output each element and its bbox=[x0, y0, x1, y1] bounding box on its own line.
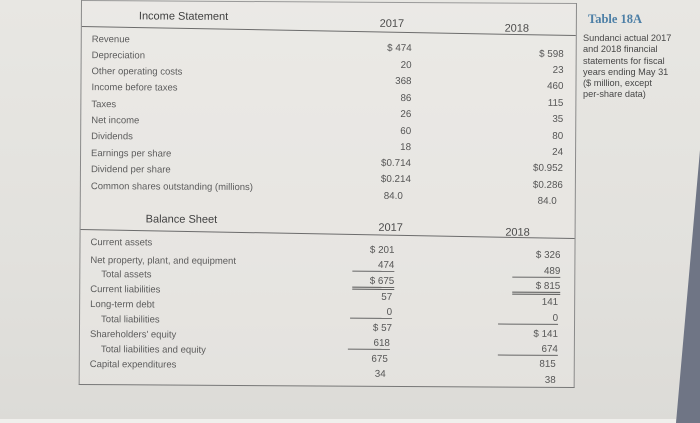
income-2018-other-costs: 460 bbox=[547, 80, 564, 92]
income-2018-net-income: 80 bbox=[552, 130, 564, 142]
balance-2018-long-term-debt: 0 bbox=[498, 312, 559, 325]
balance-2018-total-liabilities-equity: 815 bbox=[539, 358, 556, 370]
row-label-current-liabilities: Current liabilities bbox=[90, 284, 161, 296]
income-2018-shares: 84.0 bbox=[537, 195, 557, 207]
income-2017-revenue: $ 474 bbox=[387, 42, 412, 55]
row-label-income-before-taxes: Income before taxes bbox=[91, 82, 178, 94]
balance-2017-total-liabilities: $ 57 bbox=[372, 322, 393, 334]
balance-2017-net-ppe: 474 bbox=[352, 259, 395, 272]
caption-line: statements for fiscal bbox=[583, 55, 665, 66]
row-label-shares-outstanding: Common shares outstanding (millions) bbox=[90, 181, 253, 194]
row-label-taxes: Taxes bbox=[91, 99, 117, 111]
income-2017-net-income: 60 bbox=[400, 125, 412, 138]
income-2017-shares: 84.0 bbox=[383, 190, 403, 202]
row-label-total-liabilities-equity: Total liabilities and equity bbox=[100, 344, 206, 356]
caption-line: ($ million, except bbox=[583, 78, 652, 89]
row-label-depreciation: Depreciation bbox=[91, 50, 146, 62]
row-label-dividends: Dividends bbox=[91, 131, 133, 143]
income-2018-dps: $0.286 bbox=[532, 179, 563, 191]
balance-2018-net-ppe: 489 bbox=[512, 265, 561, 278]
row-label-eps: Earnings per share bbox=[91, 148, 172, 160]
row-label-long-term-debt: Long-term debt bbox=[90, 299, 155, 311]
financial-table: Income Statement 2017 20 18 Revenue Depre… bbox=[78, 0, 577, 389]
income-2017-dividends: 18 bbox=[400, 141, 412, 154]
row-label-shareholders-equity: Shareholders' equity bbox=[89, 329, 177, 341]
income-2017-taxes: 26 bbox=[400, 108, 412, 121]
row-label-other-operating-costs: Other operating costs bbox=[91, 66, 183, 78]
balance-2018-current-assets: $ 326 bbox=[535, 249, 561, 261]
row-label-capital-expenditures: Capital expenditures bbox=[89, 359, 177, 371]
row-label-current-assets: Current assets bbox=[90, 237, 153, 249]
table-caption: Table 18A Sundanci actual 2017 and 2018 … bbox=[583, 12, 700, 101]
income-statement-title: Income Statement bbox=[138, 10, 229, 23]
row-label-revenue: Revenue bbox=[91, 34, 130, 46]
income-2018-income-before-taxes: 115 bbox=[547, 97, 564, 109]
income-2018-eps: $0.952 bbox=[532, 162, 564, 174]
caption-line: and 2018 financial bbox=[583, 44, 658, 55]
table-description: Sundanci actual 2017 and 2018 financial … bbox=[583, 33, 700, 101]
balance-sheet-title: Balance Sheet bbox=[145, 213, 218, 226]
income-2017-income-before-taxes: 86 bbox=[400, 92, 412, 105]
caption-line: years ending May 31 bbox=[583, 66, 669, 77]
balance-2017-total-liabilities-equity: 675 bbox=[371, 353, 388, 365]
income-2018-depreciation: 23 bbox=[552, 64, 564, 76]
income-year-2017: 2017 bbox=[379, 17, 405, 30]
balance-2018-current-liabilities: 141 bbox=[541, 296, 559, 308]
balance-2018-total-assets: $ 815 bbox=[512, 280, 561, 295]
balance-year-2017: 2017 bbox=[378, 221, 403, 234]
row-label-total-liabilities: Total liabilities bbox=[101, 314, 160, 326]
balance-2017-total-assets: $ 675 bbox=[352, 275, 395, 290]
row-label-dps: Dividend per share bbox=[90, 164, 171, 176]
income-2017-other-costs: 368 bbox=[395, 75, 412, 88]
income-2017-eps: $0.714 bbox=[381, 157, 412, 170]
balance-2018-capex: 38 bbox=[544, 374, 556, 386]
row-label-net-ppe: Net property, plant, and equipment bbox=[90, 255, 237, 267]
balance-2017-shareholders-equity: 618 bbox=[347, 337, 390, 350]
balance-2017-current-liabilities: 57 bbox=[381, 291, 393, 303]
income-2017-dps: $0.214 bbox=[380, 173, 411, 186]
caption-line: Sundanci actual 2017 bbox=[583, 33, 672, 43]
row-label-net-income: Net income bbox=[91, 115, 140, 127]
income-2017-depreciation: 20 bbox=[400, 59, 412, 72]
caption-line: per-share data) bbox=[583, 89, 646, 100]
page-bottom-edge bbox=[0, 419, 676, 423]
balance-2018-total-liabilities: $ 141 bbox=[533, 328, 558, 340]
table-number: Table 18A bbox=[588, 12, 643, 26]
balance-2017-long-term-debt: 0 bbox=[350, 306, 393, 319]
balance-2018-shareholders-equity: 674 bbox=[497, 343, 558, 356]
income-2018-dividends: 24 bbox=[552, 146, 564, 158]
row-label-total-assets: Total assets bbox=[101, 269, 152, 281]
income-2018-revenue: $ 598 bbox=[539, 48, 564, 60]
income-2018-taxes: 35 bbox=[552, 113, 564, 125]
balance-2017-capex: 34 bbox=[374, 368, 386, 380]
balance-2017-current-assets: $ 201 bbox=[369, 244, 395, 256]
